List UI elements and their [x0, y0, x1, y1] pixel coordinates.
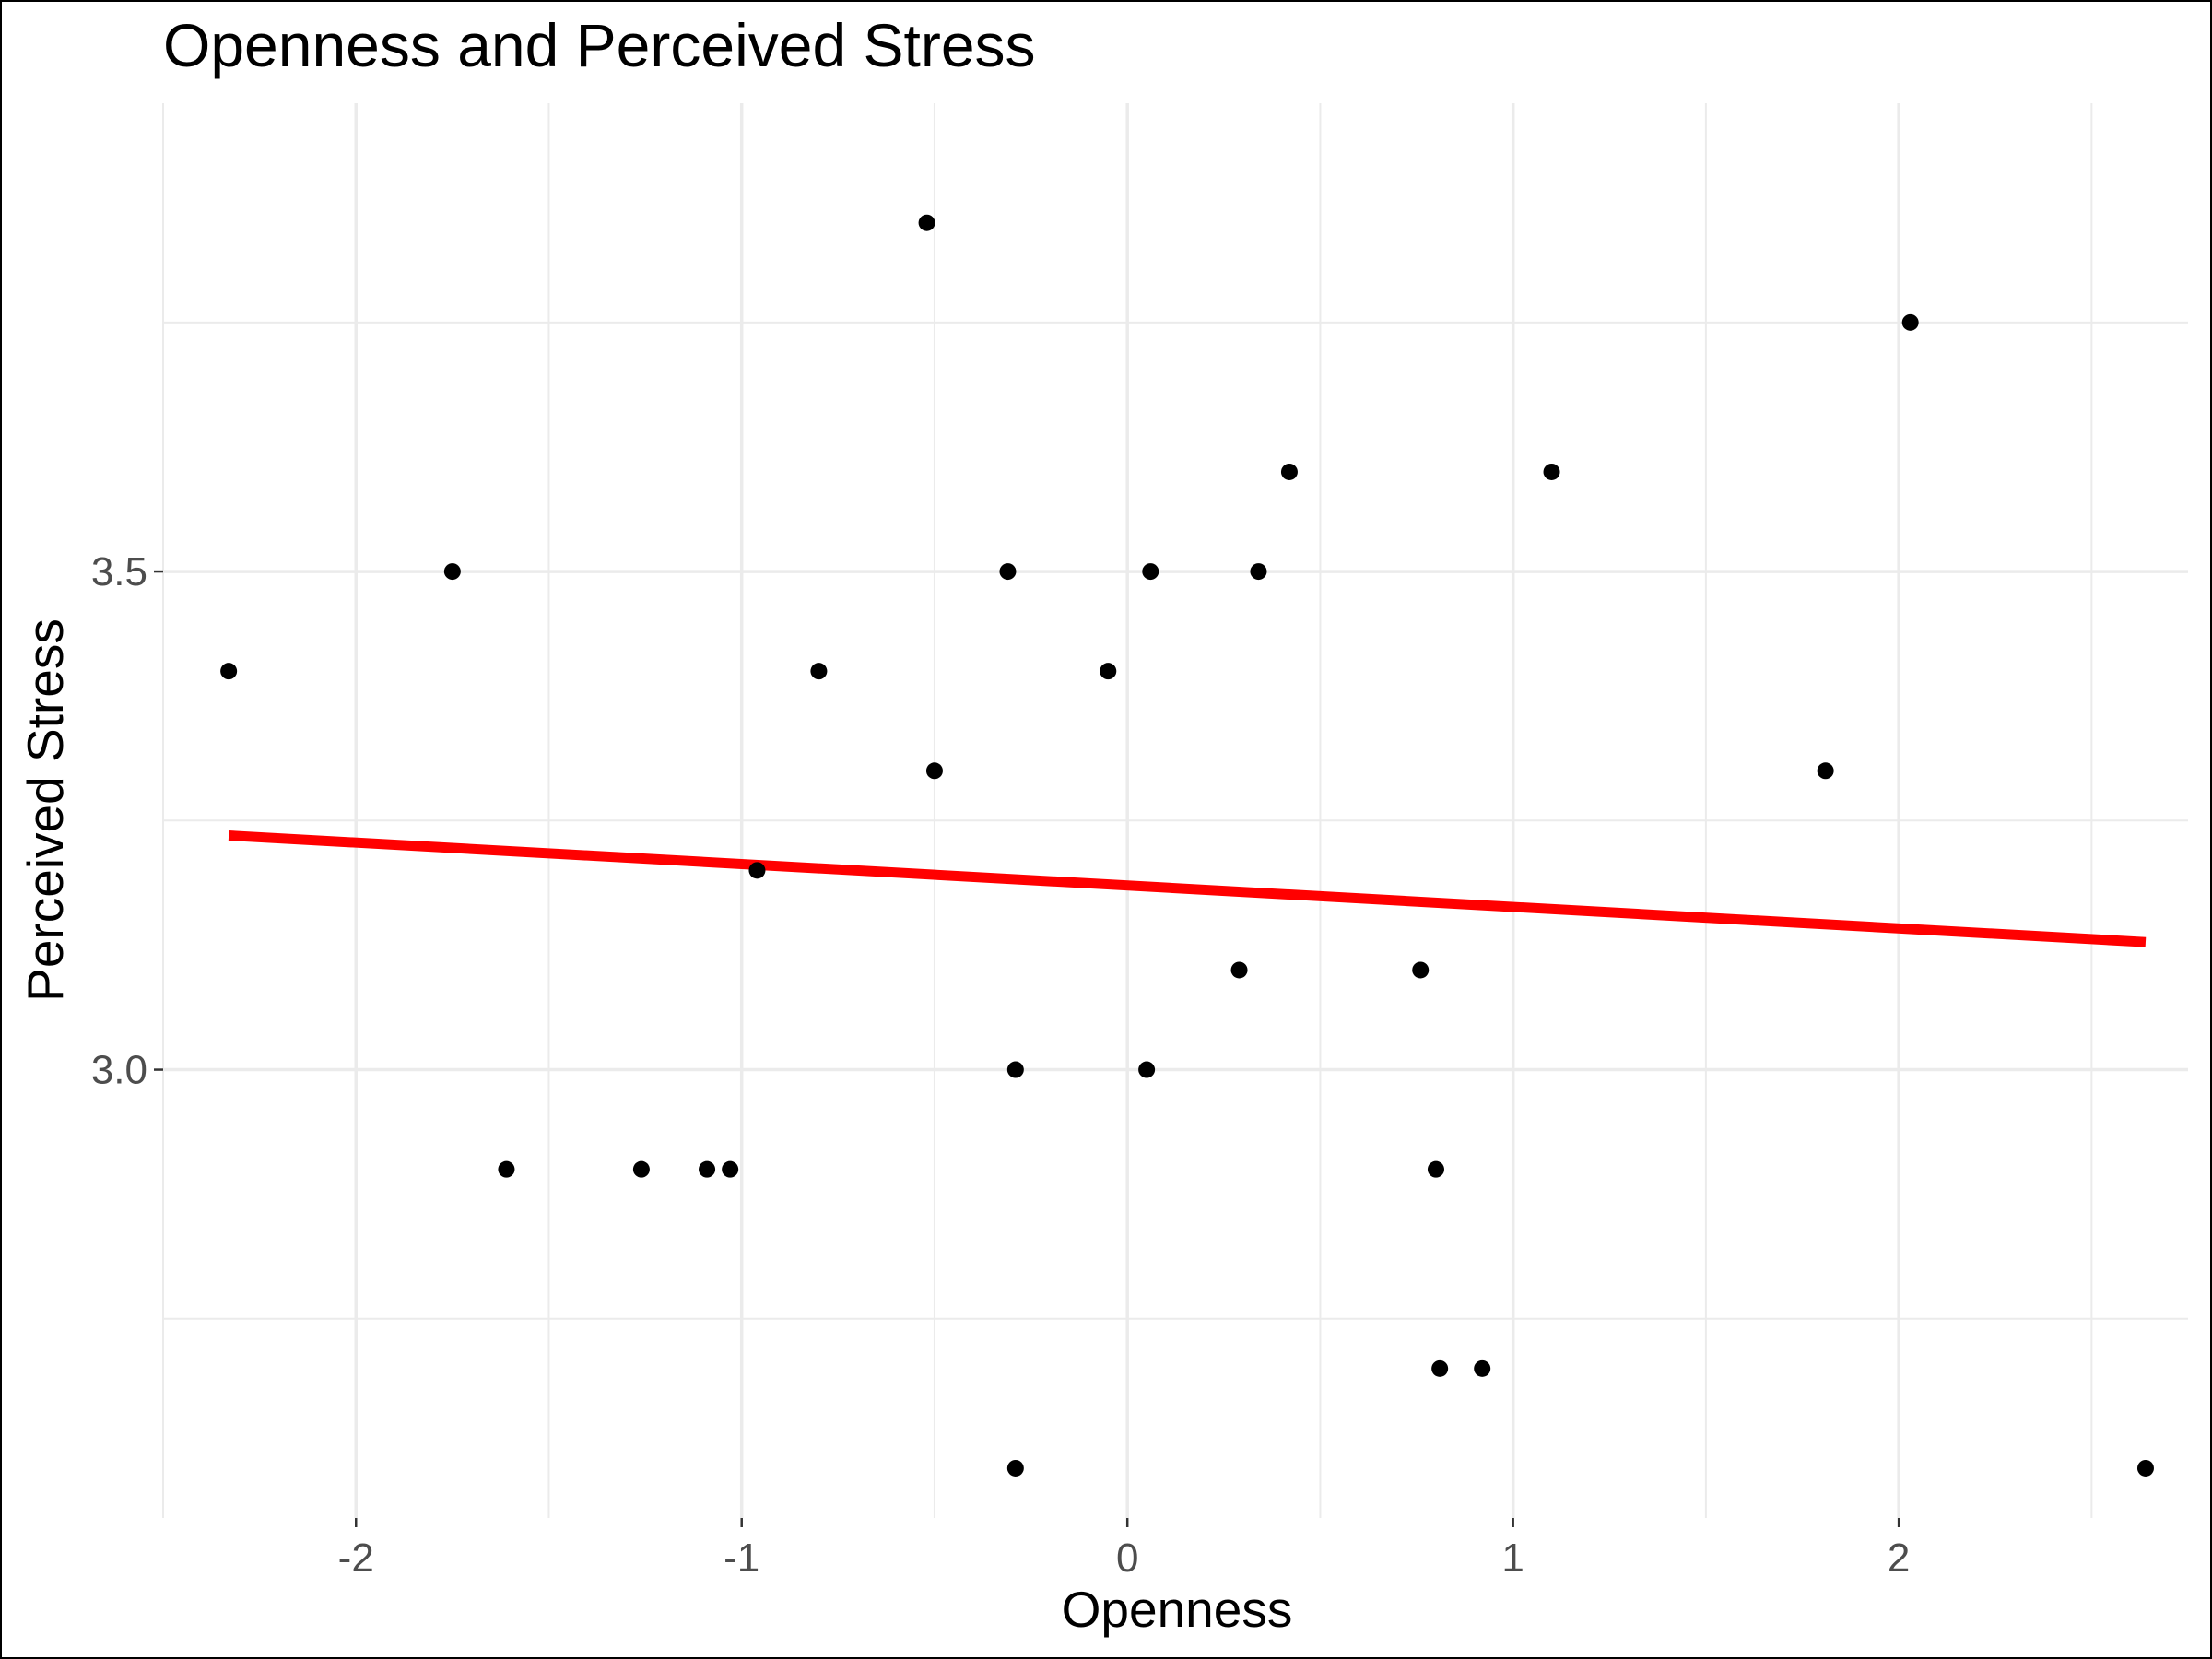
data-point — [1280, 463, 1298, 480]
trend-line-group — [228, 830, 2147, 947]
data-point — [1142, 563, 1159, 581]
chart-title: Openness and Perceived Stress — [163, 11, 1036, 79]
data-point — [498, 1160, 515, 1178]
data-point — [1901, 313, 1919, 331]
major-gridlines — [163, 103, 2188, 1518]
data-point — [748, 862, 766, 879]
data-point — [2136, 1459, 2154, 1477]
data-point — [699, 1160, 716, 1178]
x-tick-label: -2 — [338, 1535, 374, 1581]
data-point — [1100, 663, 1117, 680]
data-point — [1006, 1061, 1024, 1078]
data-point — [810, 663, 828, 680]
y-axis-ticks: 3.0 3.5 — [91, 549, 163, 1093]
data-point — [1138, 1061, 1156, 1078]
x-axis-title: Openness — [1062, 1581, 1293, 1638]
data-point — [1431, 1359, 1449, 1377]
y-axis-title: Perceived Stress — [17, 618, 74, 1002]
data-point — [220, 663, 238, 680]
x-tick-label: 1 — [1501, 1535, 1524, 1581]
data-point — [1250, 563, 1267, 581]
data-point — [999, 563, 1017, 581]
data-point — [632, 1160, 650, 1178]
x-axis-ticks: -2 -1 0 1 2 — [338, 1518, 1910, 1581]
trend-line — [228, 830, 2147, 947]
data-point — [1427, 1160, 1444, 1178]
data-point — [443, 563, 461, 581]
minor-gridlines — [162, 103, 2188, 1518]
x-tick-label: -1 — [724, 1535, 759, 1581]
data-point — [1412, 961, 1430, 979]
data-point — [1006, 1459, 1024, 1477]
data-point — [1230, 961, 1248, 979]
data-points — [220, 214, 2154, 1477]
data-point — [722, 1160, 739, 1178]
x-tick-label: 0 — [1116, 1535, 1138, 1581]
y-tick-label: 3.0 — [91, 1048, 147, 1093]
data-point — [1817, 762, 1834, 780]
x-tick-label: 2 — [1888, 1535, 1910, 1581]
data-point — [1543, 463, 1560, 480]
data-point — [1474, 1359, 1491, 1377]
data-point — [918, 214, 935, 231]
data-point — [925, 762, 943, 780]
y-tick-label: 3.5 — [91, 549, 147, 594]
